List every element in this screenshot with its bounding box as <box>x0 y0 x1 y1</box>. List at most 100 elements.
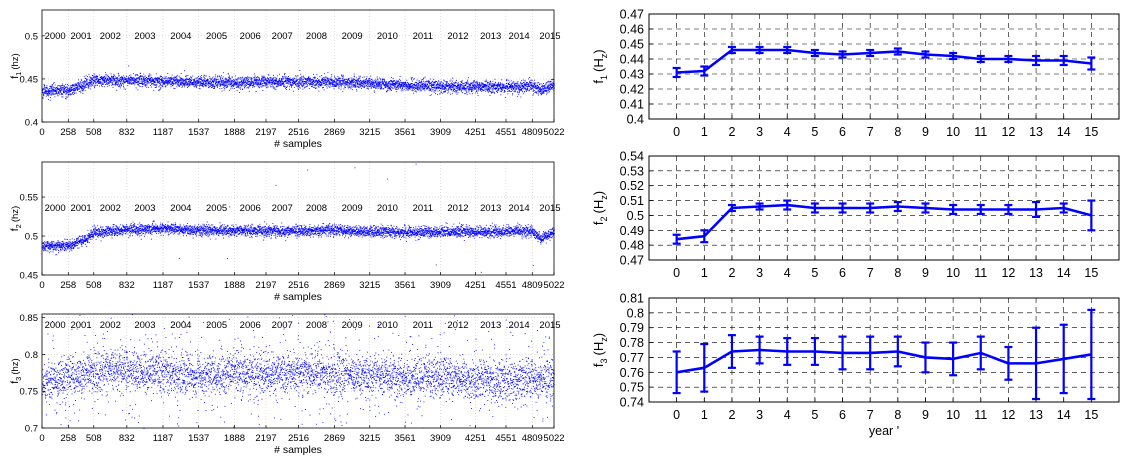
data-point <box>163 81 165 83</box>
data-point <box>244 79 246 81</box>
data-point <box>310 80 312 82</box>
data-point <box>378 81 380 83</box>
data-point <box>159 83 161 85</box>
data-point <box>418 85 419 87</box>
data-point <box>143 73 145 75</box>
data-point <box>254 78 256 80</box>
data-point <box>173 87 175 89</box>
data-point <box>118 86 119 87</box>
data-point <box>297 82 299 84</box>
data-point <box>214 80 216 82</box>
data-point <box>143 83 145 85</box>
data-point <box>403 82 405 84</box>
data-point <box>266 79 268 81</box>
data-point <box>465 81 467 83</box>
data-point <box>522 82 524 84</box>
data-point <box>233 85 235 87</box>
data-point <box>237 79 239 80</box>
data-point <box>148 75 150 77</box>
data-point <box>385 85 387 87</box>
data-point <box>103 79 104 81</box>
data-point <box>158 89 160 91</box>
data-point <box>467 86 469 88</box>
data-point <box>58 92 60 94</box>
data-point <box>328 77 330 79</box>
data-point <box>212 76 214 78</box>
data-point <box>88 83 90 84</box>
data-point <box>414 91 416 92</box>
data-point <box>114 78 116 79</box>
data-point <box>97 78 99 80</box>
data-point <box>43 88 45 89</box>
data-point <box>215 79 217 81</box>
data-point <box>243 87 245 89</box>
data-point <box>166 82 168 83</box>
data-point <box>248 87 250 89</box>
data-point <box>364 81 366 83</box>
data-point <box>450 84 452 86</box>
data-point <box>401 85 403 86</box>
data-point <box>287 78 289 80</box>
data-point <box>524 91 525 93</box>
data-point <box>101 79 103 81</box>
data-point <box>283 81 285 83</box>
data-point <box>66 86 68 88</box>
data-point <box>265 77 266 79</box>
data-point <box>370 75 372 77</box>
data-point <box>113 73 115 75</box>
data-point <box>54 88 56 90</box>
data-point <box>528 83 530 85</box>
data-point <box>160 79 162 81</box>
data-point <box>293 78 295 80</box>
data-point <box>264 83 265 85</box>
data-point <box>262 81 264 82</box>
data-point <box>320 84 322 86</box>
data-point <box>290 79 292 81</box>
data-point <box>202 82 204 84</box>
data-point <box>370 83 372 84</box>
data-point <box>148 80 150 82</box>
data-point <box>129 82 131 84</box>
data-point <box>82 85 84 87</box>
data-point <box>511 83 513 85</box>
data-point <box>47 98 49 100</box>
data-point <box>350 87 352 89</box>
data-point <box>158 78 160 80</box>
data-point <box>395 83 397 85</box>
data-point <box>267 84 268 86</box>
data-point <box>412 80 413 82</box>
data-point <box>359 80 361 82</box>
data-point <box>428 85 429 87</box>
data-point <box>392 83 393 85</box>
data-point <box>416 87 417 89</box>
data-point <box>493 86 495 88</box>
data-point <box>386 82 388 84</box>
data-point <box>489 83 491 84</box>
data-point <box>487 82 489 84</box>
data-point <box>221 83 223 85</box>
data-point <box>481 88 483 90</box>
data-point <box>100 77 102 79</box>
data-point <box>239 78 241 80</box>
data-point <box>115 83 117 85</box>
data-point <box>420 88 422 90</box>
data-point <box>234 75 236 77</box>
data-point <box>396 80 398 82</box>
data-point <box>216 79 218 81</box>
data-point <box>81 86 83 88</box>
data-point <box>230 78 231 80</box>
data-point <box>292 79 294 80</box>
data-point <box>240 81 242 83</box>
data-point <box>367 81 368 83</box>
data-point <box>371 81 373 83</box>
data-point <box>150 76 152 78</box>
data-point <box>124 77 126 79</box>
data-point <box>200 85 202 87</box>
data-point <box>122 78 124 80</box>
data-point <box>48 89 50 91</box>
data-point <box>67 87 69 89</box>
data-point <box>103 76 105 78</box>
data-point <box>219 86 221 87</box>
data-point <box>107 85 109 87</box>
data-point <box>65 94 67 95</box>
